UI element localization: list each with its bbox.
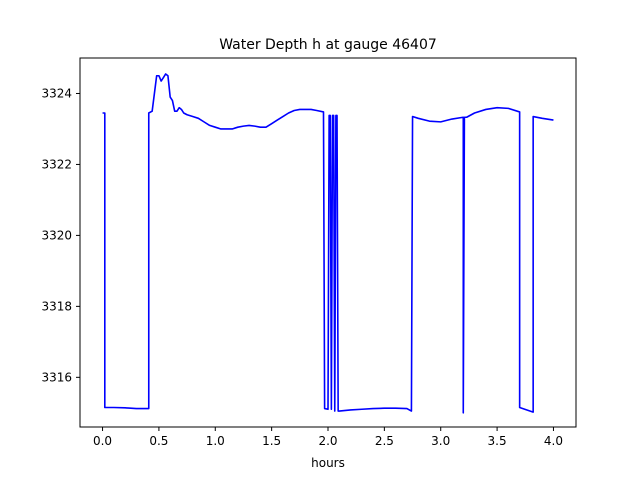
x-tick-label: 1.5 <box>262 434 281 448</box>
x-tick-label: 1.0 <box>206 434 225 448</box>
x-tick-label: 3.5 <box>488 434 507 448</box>
x-tick-label: 2.0 <box>318 434 337 448</box>
x-tick-label: 4.0 <box>544 434 563 448</box>
y-tick-label: 3320 <box>41 228 72 242</box>
plot-area: 0.0 0.5 1.0 1.5 2.0 2.5 3.0 3.5 4.0 3316 3318 3320 3… <box>41 57 577 448</box>
x-axis-label: hours <box>311 456 345 470</box>
x-tick-label: 2.5 <box>375 434 394 448</box>
y-tick-label: 3324 <box>41 86 72 100</box>
series-line-0 <box>102 73 554 414</box>
x-tick-label: 0.5 <box>149 434 168 448</box>
y-tick-label: 3316 <box>41 370 72 384</box>
chart-title: Water Depth h at gauge 46407 <box>219 37 437 53</box>
x-tick-label: 0.0 <box>93 434 112 448</box>
x-tick-label: 3.0 <box>431 434 450 448</box>
y-tick-label: 3318 <box>41 299 72 313</box>
y-tick-label: 3322 <box>41 157 72 171</box>
